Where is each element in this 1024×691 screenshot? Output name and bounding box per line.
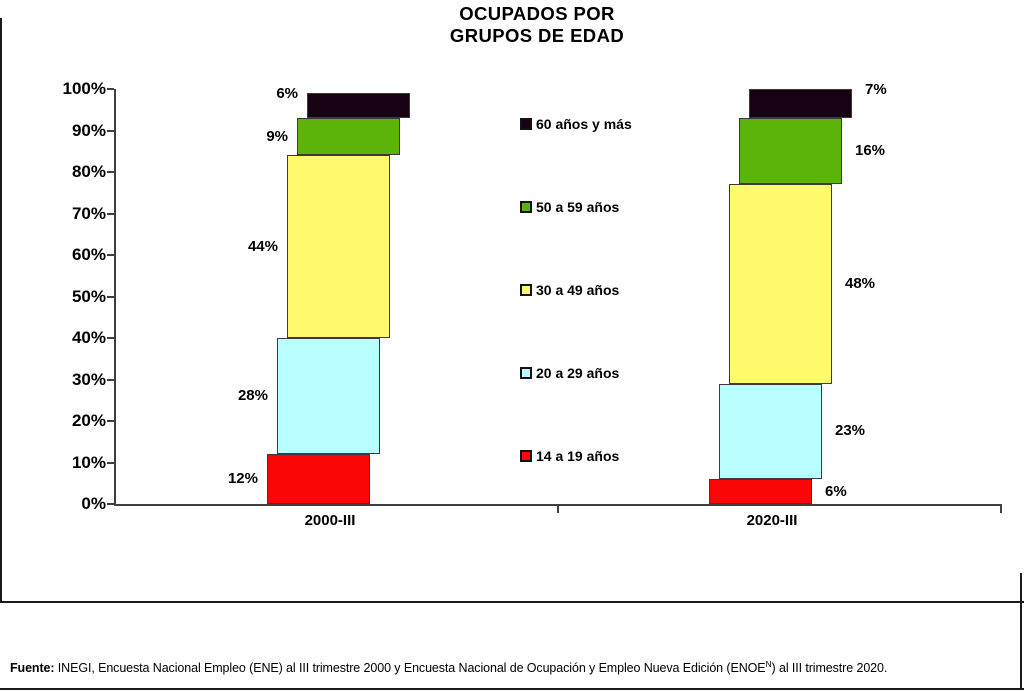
bar-segment-2020-III-20-a-29-años [719,383,822,480]
bar-segment-2020-III-60-años-y-más [749,89,852,119]
value-label-2000-III-14-a-19-años: 12% [227,470,258,488]
y-tick-label: 50% [71,286,106,306]
y-axis-tick [107,129,114,132]
bar-segment-2000-III-50-a-59-años [297,118,400,156]
y-tick-label: 10% [71,452,106,472]
figure-footer-divider [0,601,1024,603]
y-axis-tick [107,212,114,215]
legend-item-14-a-19-años: 14 a 19 años [520,447,619,465]
y-tick-label: 80% [71,162,106,181]
y-axis-tick [107,295,114,298]
bar-segment-2020-III-50-a-59-años [739,118,842,185]
y-tick-label: 40% [71,328,106,347]
y-tick-label: 30% [71,369,106,389]
value-label-2020-III-30-a-49-años: 48% [845,275,876,293]
legend-label: 20 a 29 años [536,365,620,381]
legend-swatch-icon [520,118,532,130]
bar-segment-2000-III-60-años-y-más [307,93,410,119]
y-axis-tick [107,254,114,256]
y-tick-label: 20% [71,411,106,430]
legend-swatch-icon [520,450,532,462]
y-axis-tick [107,88,114,90]
bar-segment-2000-III-30-a-49-años [287,155,390,338]
source-text-1: INEGI, Encuesta Nacional Empleo (ENE) al… [54,661,766,675]
page-border-bottom [0,688,1024,690]
value-label-2020-III-20-a-29-años: 23% [835,422,866,440]
y-tick-label: 90% [71,120,106,140]
category-label-2020-III: 2020-III [746,512,798,529]
source-text-2: ) al III trimestre 2020. [771,661,888,675]
value-label-2020-III-50-a-59-años: 16% [855,142,886,160]
chart-title: OCUPADOS POR GRUPOS DE EDAD [287,3,787,47]
value-label-2000-III-30-a-49-años: 44% [247,237,278,255]
value-label-2000-III-60-años-y-más: 6% [276,85,298,103]
legend-label: 30 a 49 años [536,282,620,298]
y-axis-tick [107,503,114,505]
x-axis-tick [557,505,559,513]
page-border-left [0,18,2,602]
y-axis-tick [107,420,114,422]
y-tick-label: 0% [81,494,106,513]
legend-swatch-icon [520,284,532,296]
y-axis-tick [107,461,114,464]
value-label-2020-III-14-a-19-años: 6% [825,482,847,500]
source-note: Fuente: INEGI, Encuesta Nacional Empleo … [10,660,1014,676]
legend-label: 50 a 59 años [536,199,620,215]
legend-label: 60 años y más [536,116,632,132]
y-axis-tick [107,337,114,339]
page-border-right [1020,573,1022,690]
source-label: Fuente: [10,661,55,675]
y-tick-label: 100% [62,79,106,98]
value-label-2000-III-20-a-29-años: 28% [237,387,268,405]
legend-swatch-icon [520,367,532,379]
value-label-2000-III-50-a-59-años: 9% [266,127,288,145]
legend-label: 14 a 19 años [536,448,620,464]
y-axis-tick [107,171,114,173]
y-axis-tick [107,378,114,381]
bar-segment-2020-III-30-a-49-años [729,184,832,384]
legend-item-20-a-29-años: 20 a 29 años [520,364,619,382]
legend-item-30-a-49-años: 30 a 49 años [520,281,619,299]
chart-title-line1: OCUPADOS POR [459,3,615,24]
bar-segment-2000-III-20-a-29-años [277,338,380,455]
chart-title-line2: GRUPOS DE EDAD [449,25,625,46]
legend-item-50-a-59-años: 50 a 59 años [520,198,619,216]
category-label-2000-III: 2000-III [304,512,356,529]
legend-item-60-años-y-más: 60 años y más [520,115,632,133]
y-tick-label: 60% [71,245,106,264]
legend-swatch-icon [520,201,532,213]
value-label-2020-III-60-años-y-más: 7% [865,81,887,98]
source-superscript: N [765,658,772,669]
y-axis-line [114,89,116,506]
bar-segment-2020-III-14-a-19-años [709,479,812,504]
bar-segment-2000-III-14-a-19-años [267,454,370,504]
y-tick-label: 70% [71,203,106,223]
x-axis-tick [1000,505,1002,513]
